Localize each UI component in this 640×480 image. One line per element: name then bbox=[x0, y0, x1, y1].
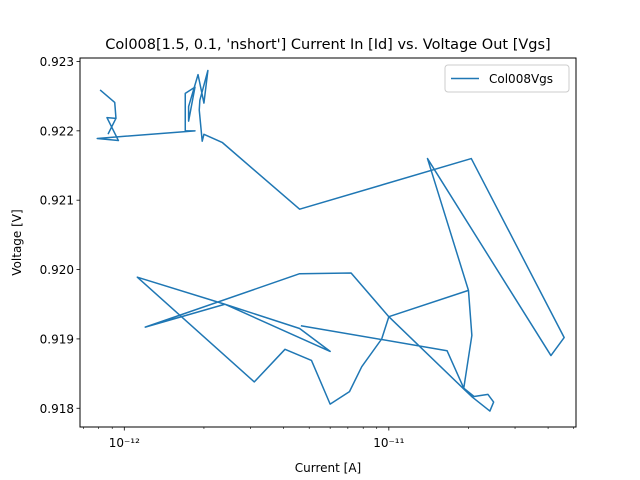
legend: Col008Vgs bbox=[444, 64, 570, 93]
series-layer bbox=[96, 69, 565, 412]
plot-area bbox=[80, 58, 576, 427]
y-tick-label: 0.919 bbox=[40, 332, 74, 346]
legend-box bbox=[444, 64, 570, 93]
plot-background bbox=[80, 58, 576, 427]
x-tick-label: 10⁻¹² bbox=[109, 436, 140, 450]
legend-label: Col008Vgs bbox=[489, 72, 553, 86]
y-axis: 0.918 0.919 0.920 0.921 0.922 0.923 bbox=[40, 55, 80, 416]
y-tick-label: 0.920 bbox=[40, 263, 74, 277]
series-line-0 bbox=[96, 69, 565, 412]
x-axis-label: Current [A] bbox=[295, 461, 361, 475]
chart-title: Col008[1.5, 0.1, 'nshort'] Current In [I… bbox=[105, 37, 550, 53]
y-axis-label: Voltage [V] bbox=[10, 209, 24, 275]
y-tick-label: 0.922 bbox=[40, 124, 74, 138]
x-tick-label: 10⁻¹¹ bbox=[373, 436, 404, 450]
y-tick-label: 0.923 bbox=[40, 55, 74, 69]
plot-frame bbox=[79, 57, 577, 428]
y-tick-label: 0.918 bbox=[40, 402, 74, 416]
y-tick-label: 0.921 bbox=[40, 194, 74, 208]
